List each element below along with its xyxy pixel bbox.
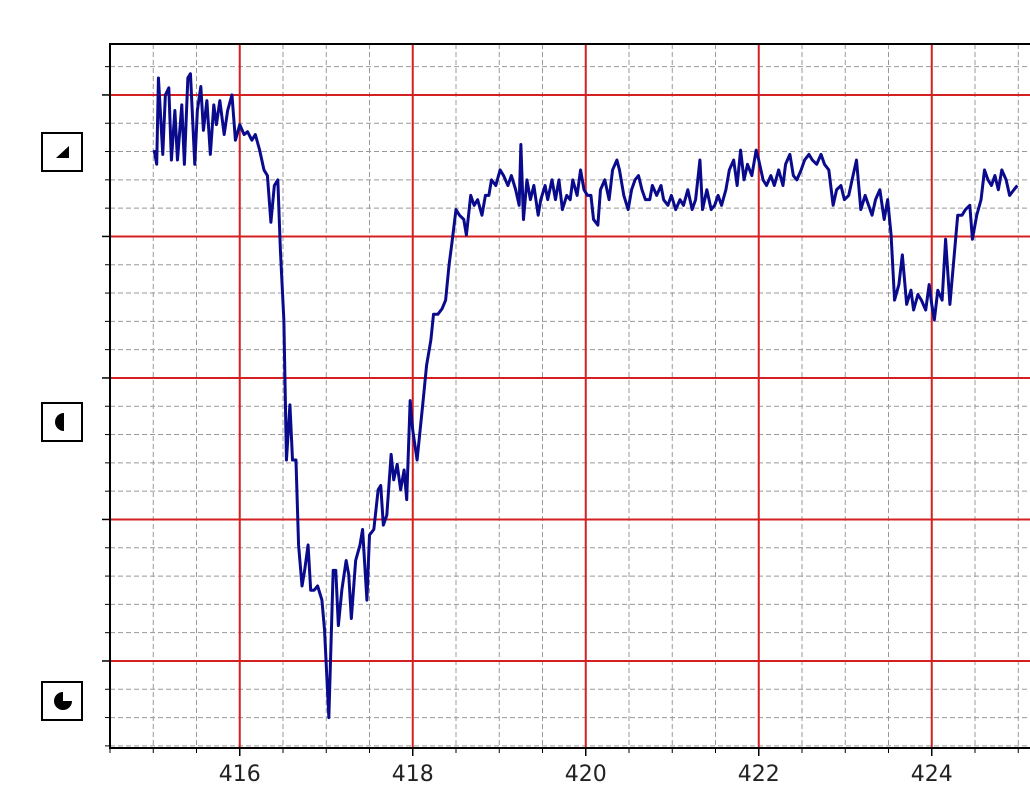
x-tick-label: 420 bbox=[565, 762, 607, 787]
icon bbox=[54, 692, 72, 710]
data-line bbox=[152, 72, 1019, 720]
icon bbox=[56, 146, 69, 158]
icon-box bbox=[41, 402, 83, 442]
icon-panel bbox=[41, 132, 83, 721]
x-tick-label: 416 bbox=[219, 762, 261, 787]
plot-area: 416 418 420 422 424 bbox=[102, 43, 1030, 787]
icon bbox=[55, 413, 64, 431]
icon-box bbox=[41, 132, 83, 172]
plot-frame bbox=[109, 43, 1030, 749]
x-tick-label: 424 bbox=[911, 762, 953, 787]
x-tick-label: 422 bbox=[738, 762, 780, 787]
x-tick-label: 418 bbox=[392, 762, 434, 787]
